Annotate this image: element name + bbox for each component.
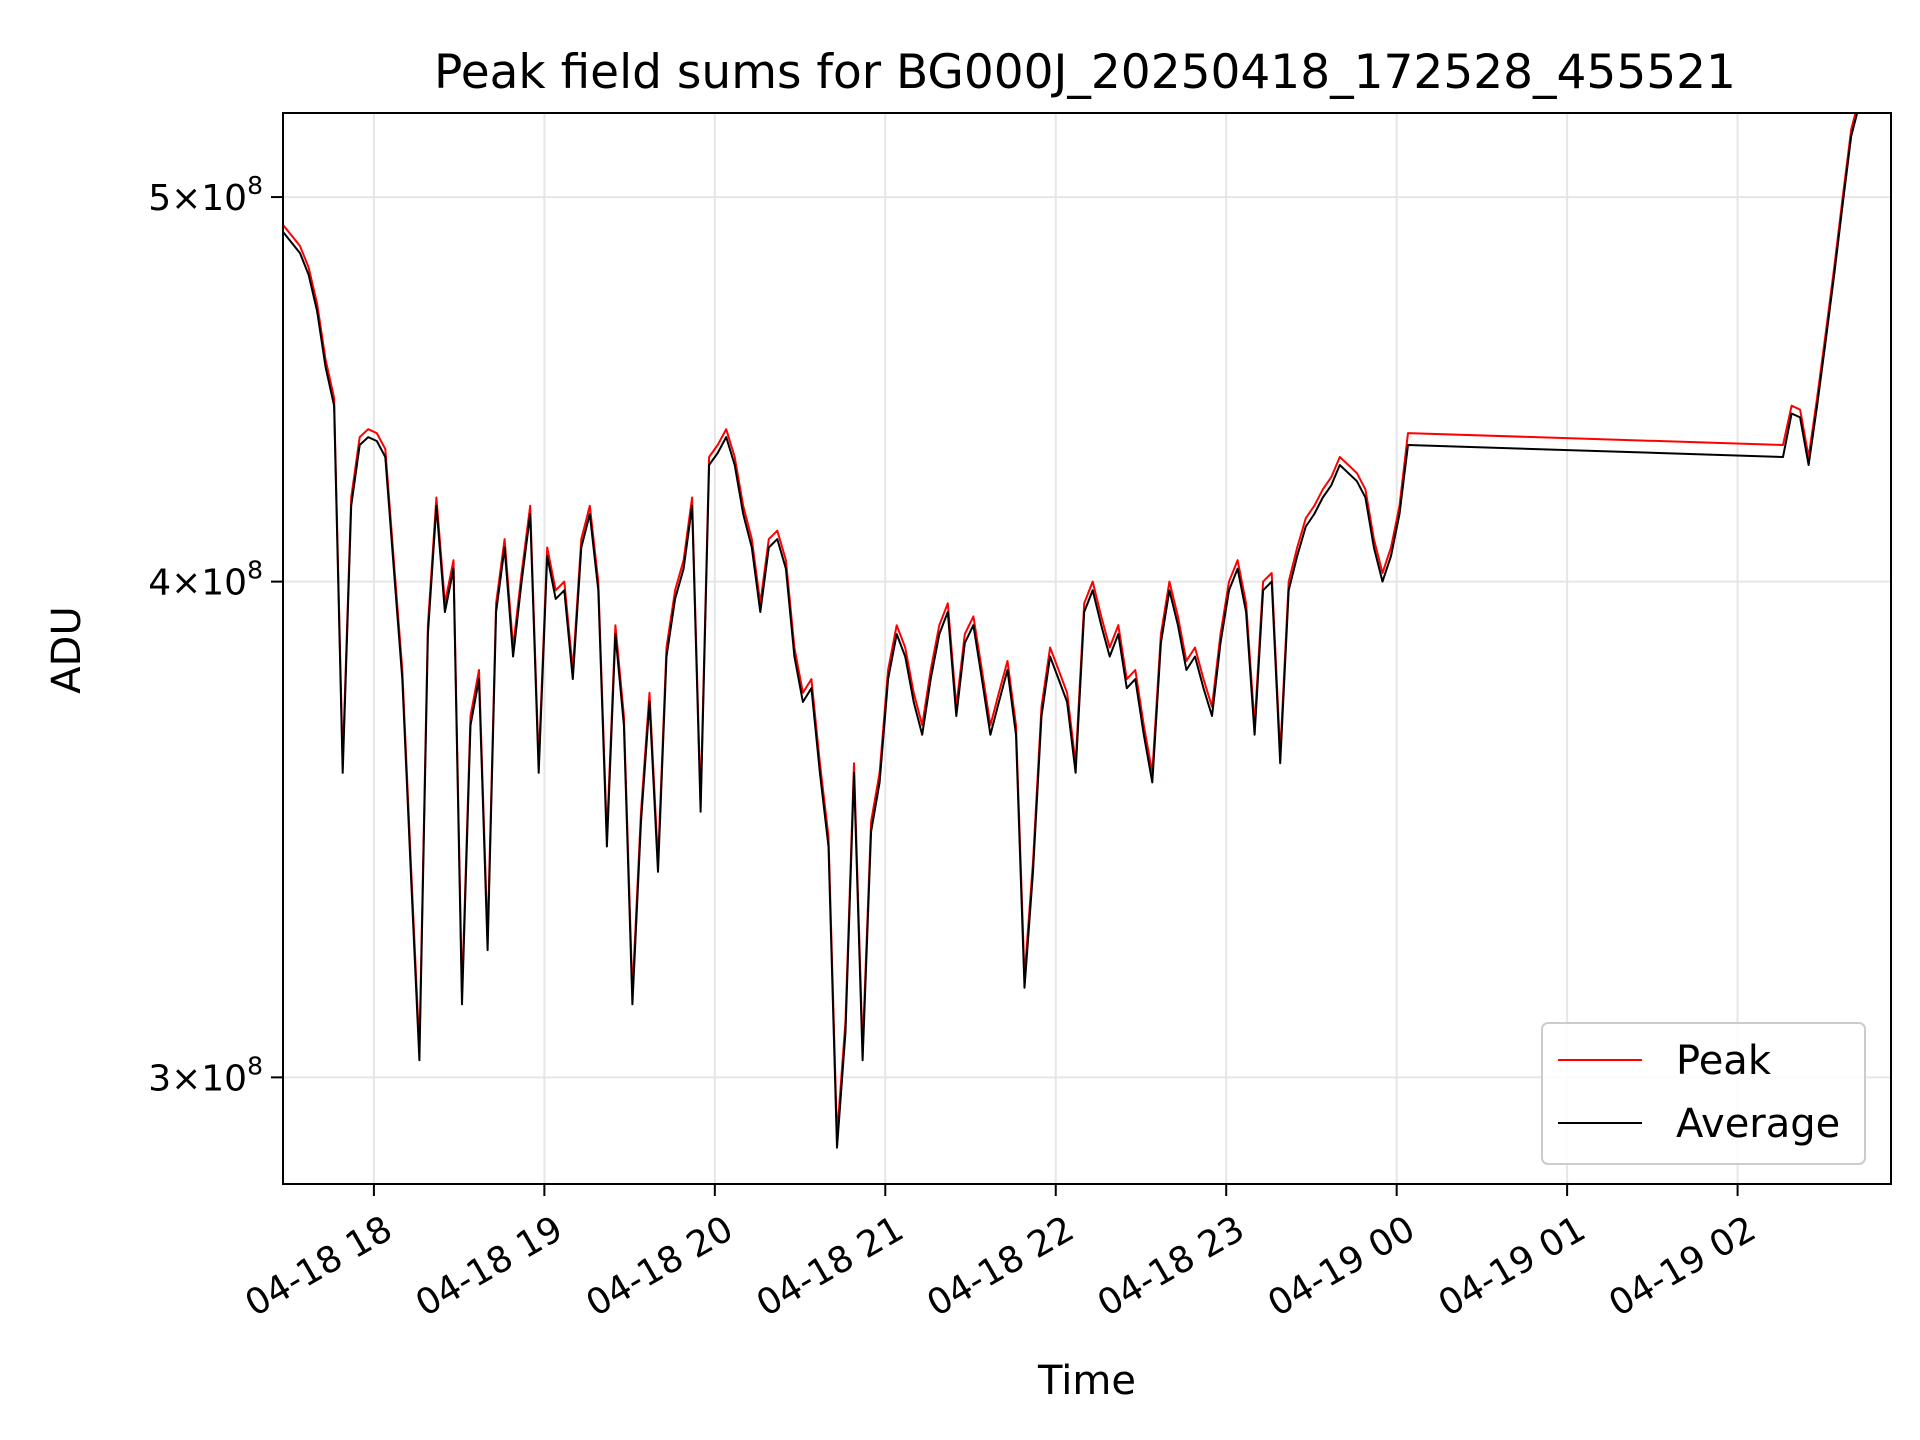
series-line-average bbox=[283, 113, 1859, 1149]
y-tick-label: 4×108 bbox=[148, 556, 263, 604]
y-axis: 3×108 4×108 5×108 bbox=[148, 171, 283, 1099]
legend-box bbox=[1541, 1022, 1866, 1165]
legend: Peak Average bbox=[1541, 1022, 1866, 1165]
y-tick-label: 5×108 bbox=[148, 171, 263, 219]
plot-frame bbox=[282, 112, 1892, 1185]
series-layer bbox=[283, 113, 1859, 1149]
legend-label-average: Average bbox=[1676, 1101, 1840, 1147]
chart-title: Peak field sums for BG000J_20250418_1725… bbox=[434, 45, 1736, 100]
y-tick-label: 3×108 bbox=[148, 1051, 263, 1099]
y-axis-label: ADU bbox=[44, 606, 90, 693]
legend-label-peak: Peak bbox=[1676, 1038, 1772, 1084]
x-axis-label: Time bbox=[1037, 1358, 1136, 1404]
